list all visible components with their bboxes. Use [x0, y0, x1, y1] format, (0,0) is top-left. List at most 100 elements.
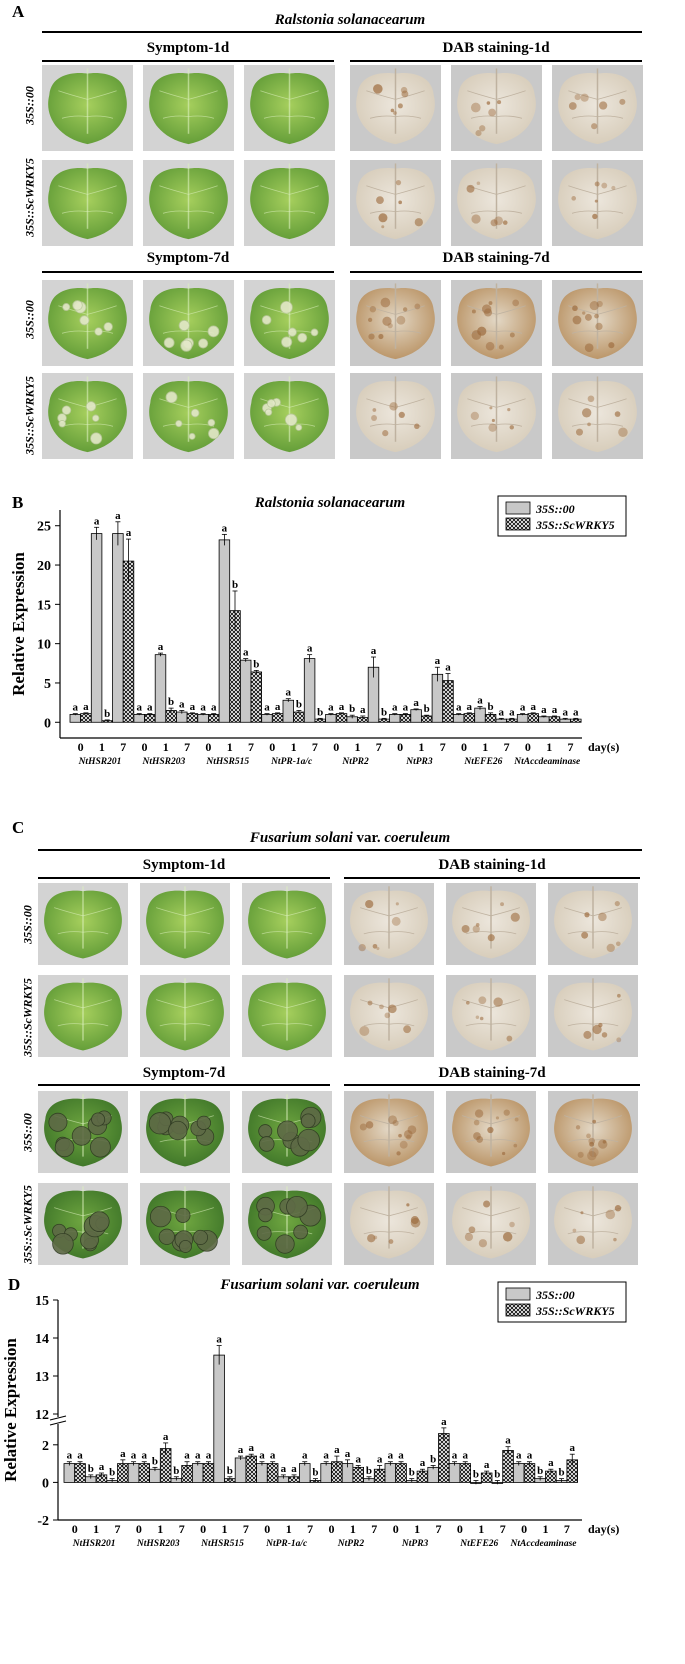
significance-label: a: [509, 706, 515, 718]
panel-c-dab-leaf-stain: [606, 943, 615, 953]
panel-a-symptom-leaf: [143, 160, 234, 246]
panel-a-dab-leaf: [552, 373, 643, 459]
panel-c-dab-leaf-stain: [392, 1119, 399, 1127]
panel-c-dab-leaf-stain: [410, 1217, 421, 1228]
panel-c-symptom-leaf-lesion: [91, 1112, 106, 1127]
significance-label: a: [307, 643, 313, 655]
significance-label: a: [570, 1442, 576, 1454]
significance-label: a: [573, 706, 579, 718]
panel-c-dab-leaf-stain: [473, 1132, 481, 1140]
significance-label: a: [403, 702, 409, 714]
panel-a-dab-leaf-stain: [598, 101, 608, 110]
panel-a-dab-leaf-stain: [395, 180, 402, 186]
significance-label: a: [484, 1459, 490, 1471]
panel-c-symptom-leaf-lesion: [258, 1207, 273, 1223]
panel-c-dab-leaf-stain: [398, 1133, 402, 1138]
bar-transgenic: [395, 1463, 407, 1483]
significance-label: a: [527, 1450, 533, 1462]
panel-a-dab-leaf-stain: [479, 125, 486, 132]
panel-c-symptom-leaf-lesions: [256, 1196, 322, 1254]
panel-a-symptom-leaf: [143, 65, 234, 151]
panel-c-symptom-7d: Symptom-7d: [142, 1065, 226, 1081]
day-tick-label: 7: [564, 1522, 570, 1536]
panel-a-dab-leaf-stains: [471, 299, 520, 351]
panel-a-symptom-leaf-lesion: [310, 328, 319, 337]
panel-c-dab-leaf: [548, 975, 638, 1057]
panel-c-dab-leaf-stain: [407, 1125, 417, 1135]
day-tick-label: 0: [142, 740, 148, 754]
panel-c-dab-leaf-stain: [602, 1140, 607, 1144]
significance-label: a: [131, 1450, 137, 1462]
panel-c-symptom-leaf-lesion: [168, 1120, 188, 1141]
panel-a-dab-leaf-stain: [378, 213, 388, 223]
significance-label: a: [77, 1450, 83, 1462]
panel-c-dab-leaf-stain: [502, 1232, 513, 1242]
panel-c-dab-leaf-stain: [475, 923, 480, 927]
panel-c-dab-leaf-veins: [360, 907, 418, 935]
y-tick-label: 14: [35, 1332, 49, 1347]
panel-c-dab-leaf-veins: [564, 907, 622, 935]
gene-label: NtPR2: [341, 757, 369, 767]
panel-c-symptom-leaf: [242, 975, 332, 1057]
panel-c-dab-leaf-stain: [598, 1139, 608, 1149]
panel-a-dab-leaf-stain: [581, 408, 592, 418]
panel-c-leaf-grid: [38, 883, 638, 1265]
significance-label: a: [505, 1435, 511, 1447]
panel-a-dab-leaf-stain: [584, 343, 594, 353]
panel-a-dab-7d-rule: [350, 271, 642, 273]
panel-a-dab-leaf-stain: [488, 423, 497, 432]
panel-a-symptom-leaf: [42, 373, 133, 459]
bar-control: [149, 1468, 161, 1483]
significance-label: a: [516, 1450, 522, 1462]
chart-d-title-text: Fusarium solani var. coeruleum: [219, 1277, 419, 1293]
panel-a-dab-leaf-stain: [382, 430, 389, 437]
legend-label-control: 35S::00: [535, 502, 575, 516]
significance-label: a: [206, 1450, 212, 1462]
panel-c-symptom-leaf-lesions: [52, 1211, 110, 1255]
panel-a-symptom-leaf-veins: [159, 398, 218, 427]
panel-a-dab-leaf-stain: [587, 422, 591, 427]
panel-a-dab-leaf-stain: [568, 102, 577, 110]
panel-a-dab-leaf-stain: [470, 102, 481, 113]
panel-c-dab-leaf-stains: [473, 1109, 519, 1156]
panel-c-symptom-leaf-veins: [258, 999, 316, 1027]
significance-label: a: [179, 698, 185, 710]
panel-c-symptom-leaf-lesion: [150, 1205, 172, 1228]
panel-a-dab-7d: DAB staining-7d: [442, 250, 550, 266]
y-tick-label: -2: [37, 1514, 49, 1529]
significance-label: b: [232, 579, 238, 591]
x-axis-label: day(s): [588, 1522, 619, 1536]
significance-label: a: [392, 702, 398, 714]
panel-a-dab-leaf: [552, 160, 643, 246]
panel-c-dab-leaf-veins: [360, 1207, 418, 1235]
panel-a-dab-leaf-stain: [466, 184, 475, 193]
significance-label: a: [541, 704, 547, 716]
bar-control: [256, 1463, 268, 1483]
panel-a-dab-leaf: [350, 280, 441, 366]
panel-c-symptom-leaf-lesion: [258, 1136, 275, 1152]
panel-a-dab-leaf: [552, 280, 643, 366]
chart-d-letter: D: [8, 1275, 20, 1294]
panel-a-dab-leaf-stain: [591, 123, 598, 130]
significance-label: a: [275, 701, 281, 713]
panel-a-dab-leaf-stain: [589, 300, 599, 311]
panel-a-symptom-leaf-lesion: [266, 399, 276, 408]
panel-c-dab-leaf-stain: [587, 1150, 597, 1161]
panel-c-dab-leaf-stain: [493, 997, 503, 1007]
panel-a-symptom-leaf-lesion: [208, 427, 220, 440]
panel-c-symptom-leaf-veins: [156, 907, 214, 935]
panel-a-dab-leaf-veins: [467, 185, 526, 214]
significance-label: a: [211, 702, 217, 714]
panel-a-symptom-leaf-lesion: [284, 413, 298, 427]
panel-a-symptom-leaf: [42, 160, 133, 246]
significance-label: a: [360, 704, 366, 716]
panel-a-symptom-leaf-lesion: [90, 432, 103, 445]
significance-label: a: [200, 702, 206, 714]
panel-c-dab-leaf-stains: [575, 1119, 608, 1161]
panel-c-dab-leaf-stain: [388, 1115, 398, 1125]
panel-a-dab-leaf-stain: [396, 315, 406, 325]
panel-c-symptom-leaf-lesion: [48, 1112, 68, 1132]
panel-c-dab-leaf-stain: [506, 1035, 513, 1042]
day-tick-label: 1: [93, 1522, 99, 1536]
panel-c-dab-leaf-stain: [473, 1119, 480, 1126]
